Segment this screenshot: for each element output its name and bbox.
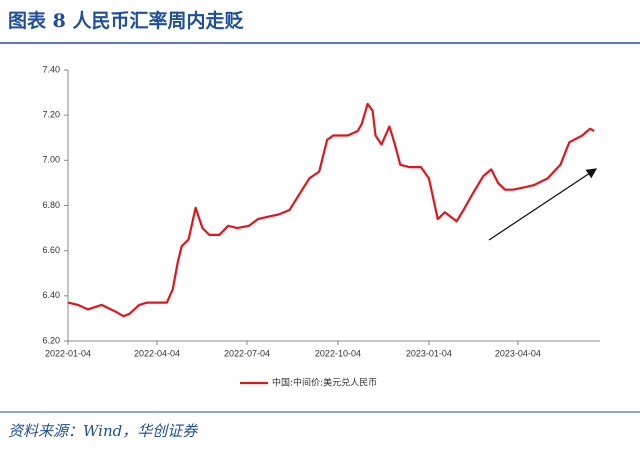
chart-title: 图表 8 人民币汇率周内走贬: [8, 9, 243, 32]
y-tick-label: 6.80: [42, 200, 60, 210]
x-tick-label: 2022-01-04: [45, 348, 91, 358]
trend-arrow: [488, 168, 598, 241]
y-tick-label: 6.40: [42, 290, 60, 300]
x-tick-label: 2022-07-04: [224, 348, 270, 358]
x-tick-label: 2023-04-04: [495, 348, 541, 358]
x-tick-label: 2023-01-04: [406, 348, 452, 358]
x-tick-label: 2022-04-04: [134, 348, 180, 358]
y-tick-label: 7.00: [42, 155, 60, 165]
y-tick-label: 6.60: [42, 245, 60, 255]
source-note: 资料来源：Wind，华创证券: [8, 422, 198, 440]
legend-label: 中国:中间价:美元兑人民币: [272, 377, 377, 389]
y-tick-label: 7.40: [42, 64, 60, 74]
y-tick-label: 7.20: [42, 110, 60, 120]
y-tick-label: 6.20: [42, 335, 60, 345]
x-tick-label: 2022-10-04: [315, 348, 361, 358]
data-line: [67, 102, 595, 318]
